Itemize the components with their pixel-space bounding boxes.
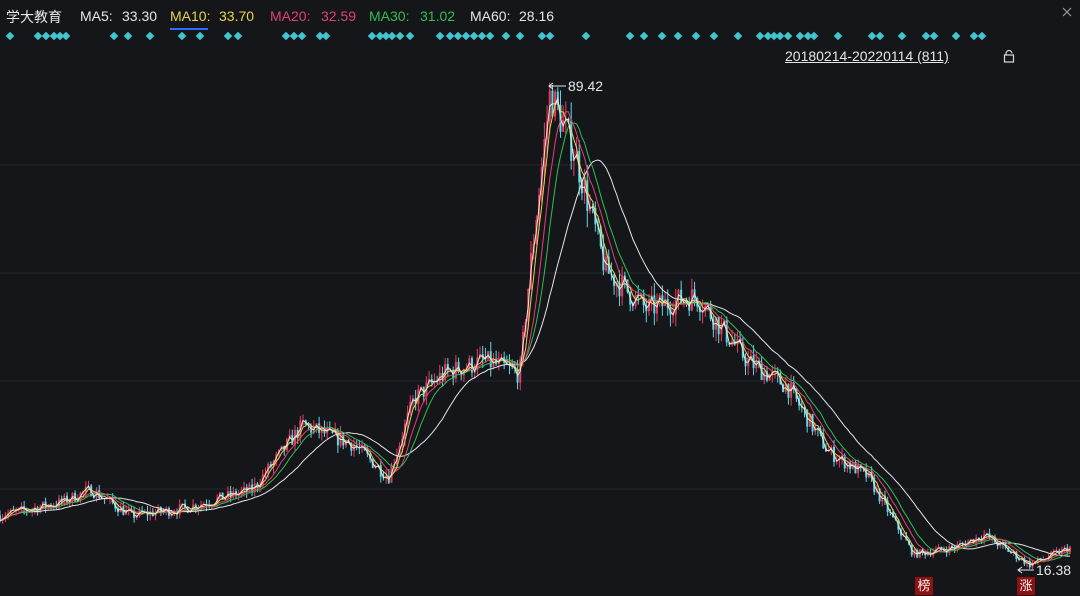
event-marker-icon[interactable] [501, 31, 511, 41]
ma20-line [0, 111, 1071, 563]
ma20-label: MA20: [270, 8, 311, 24]
event-marker-icon[interactable] [897, 31, 907, 41]
event-marker-icon[interactable] [875, 31, 885, 41]
event-marker-icon[interactable] [833, 31, 843, 41]
candle-body [1069, 546, 1071, 553]
event-marker-icon[interactable] [233, 31, 243, 41]
ma10-value: 33.70 [219, 8, 255, 24]
ma20-value: 32.59 [321, 8, 357, 24]
ma60-line [0, 159, 1071, 557]
event-marker-icon[interactable] [485, 31, 495, 41]
ma5-value: 33.30 [122, 8, 158, 24]
event-marker-icon[interactable] [195, 31, 205, 41]
dragon-tiger-list-tag[interactable]: 榜 [915, 577, 933, 595]
event-marker-icon[interactable] [625, 31, 635, 41]
high-price-label: 89.42 [568, 78, 604, 94]
candle-body [0, 515, 1, 521]
event-marker-icon[interactable] [61, 31, 71, 41]
event-marker-icon[interactable] [783, 31, 793, 41]
event-marker-icon[interactable] [733, 31, 743, 41]
event-marker-icon[interactable] [223, 31, 233, 41]
event-marker-icon[interactable] [297, 31, 307, 41]
stock-name: 学大教育 [6, 9, 62, 25]
event-marker-icon[interactable] [691, 31, 701, 41]
ma5-line [0, 96, 1071, 566]
event-marker-icon[interactable] [709, 31, 719, 41]
lock-icon[interactable] [1002, 49, 1016, 63]
event-marker-icon[interactable] [123, 31, 133, 41]
event-marker-icon[interactable] [929, 31, 939, 41]
limit-up-tag[interactable]: 涨 [1017, 577, 1035, 595]
ma30-label: MA30: [369, 8, 410, 24]
event-marker-icon[interactable] [109, 31, 119, 41]
high-arrowhead [548, 82, 554, 90]
event-marker-icon[interactable] [321, 31, 331, 41]
ma30-line [0, 122, 1071, 562]
ma10-line [0, 99, 1071, 565]
event-marker-icon[interactable] [145, 31, 155, 41]
chart-header: 学大教育 MA5: 33.30 MA10: 33.70 MA20: 32.59 … [0, 0, 1080, 28]
date-range-label[interactable]: 20180214-20220114 (811) [785, 48, 949, 64]
event-marker-icon[interactable] [515, 31, 525, 41]
ma60-label: MA60: [470, 8, 511, 24]
event-marker-icon[interactable] [395, 31, 405, 41]
event-marker-icon[interactable] [435, 31, 445, 41]
event-marker-row [0, 30, 1080, 44]
ma10-label: MA10: [170, 8, 211, 24]
event-marker-icon[interactable] [657, 31, 667, 41]
event-marker-icon[interactable] [545, 31, 555, 41]
ma5-label: MA5: [80, 8, 113, 24]
ma10-active-indicator [170, 28, 208, 30]
event-marker-icon[interactable] [639, 31, 649, 41]
event-marker-icon[interactable] [809, 31, 819, 41]
event-marker-icon[interactable] [5, 31, 15, 41]
ma30-value: 31.02 [420, 8, 456, 24]
close-icon[interactable] [1062, 7, 1072, 17]
event-marker-icon[interactable] [177, 31, 187, 41]
event-marker-icon[interactable] [673, 31, 683, 41]
low-arrowhead [1017, 566, 1023, 574]
event-marker-icon[interactable] [951, 31, 961, 41]
low-price-label: 16.38 [1036, 562, 1072, 578]
event-marker-icon[interactable] [977, 31, 987, 41]
ma60-value: 28.16 [519, 8, 555, 24]
event-marker-icon[interactable] [581, 31, 591, 41]
grid-lines [0, 164, 1080, 490]
event-marker-icon[interactable] [405, 31, 415, 41]
